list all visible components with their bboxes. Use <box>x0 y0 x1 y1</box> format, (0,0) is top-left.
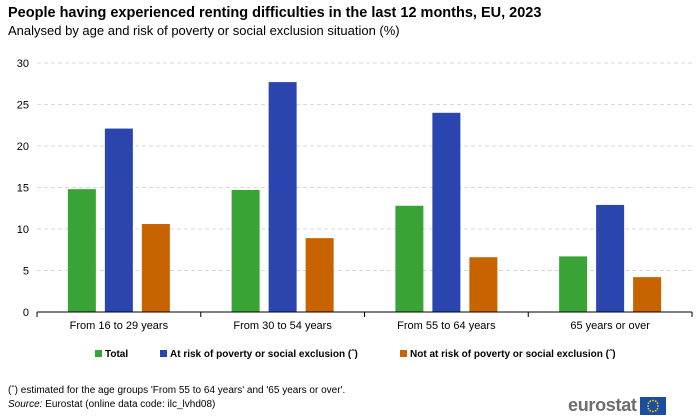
bar-0-0 <box>67 189 96 312</box>
footnote: (ˆ) estimated for the age groups 'From 5… <box>8 385 346 396</box>
logo-text: eurostat <box>568 395 637 415</box>
bar-0-3 <box>559 256 588 312</box>
x-tick-label: From 16 to 29 years <box>70 320 169 332</box>
bar-1-3 <box>596 204 625 312</box>
legend-swatch <box>160 350 167 357</box>
source-line: Source: Eurostat (online data code: ilc_… <box>8 399 215 410</box>
eu-flag-icon <box>639 396 666 415</box>
y-tick-label: 5 <box>23 266 29 278</box>
bar-0-1 <box>231 189 260 312</box>
y-tick-label: 15 <box>17 183 29 195</box>
x-tick-label: From 55 to 64 years <box>397 320 496 332</box>
chart-subtitle: Analysed by age and risk of poverty or s… <box>8 23 400 38</box>
bar-2-2 <box>469 257 498 312</box>
grid-lines <box>37 62 692 271</box>
y-tick-label: 10 <box>17 224 29 236</box>
x-axis-ticks: From 16 to 29 years From 30 to 54 years Fr… <box>70 320 651 332</box>
x-tick-label: From 30 to 54 years <box>233 320 332 332</box>
bar-chart: 0 5 10 15 20 25 30 From 16 to 29 years From 30 … <box>17 58 693 360</box>
legend-swatch <box>95 350 102 357</box>
legend-label: Total <box>105 349 128 360</box>
y-tick-label: 0 <box>23 307 29 319</box>
y-axis-ticks: 0 5 10 15 20 25 30 <box>17 58 29 319</box>
eurostat-logo: eurostat <box>568 395 666 416</box>
x-axis <box>36 311 693 317</box>
legend-label: Not at risk of poverty or social exclusi… <box>410 349 616 360</box>
bar-2-1 <box>305 238 334 312</box>
bar-0-2 <box>395 205 424 312</box>
chart-title: People having experienced renting diffic… <box>8 5 542 21</box>
bar-1-2 <box>432 112 461 312</box>
bars <box>67 82 662 312</box>
source-text: Eurostat (online data code: ilc_lvhd08) <box>42 399 216 410</box>
source-label: Source: <box>8 399 43 410</box>
bar-1-0 <box>104 128 133 312</box>
legend-swatch <box>400 350 407 357</box>
x-tick-label: 65 years or over <box>570 320 650 332</box>
legend: Total At risk of poverty or social exclus… <box>95 349 616 360</box>
bar-1-1 <box>268 82 297 312</box>
y-tick-label: 25 <box>17 100 29 112</box>
bar-2-0 <box>141 224 170 312</box>
legend-label: At risk of poverty or social exclusion (… <box>170 349 358 360</box>
y-tick-label: 20 <box>17 141 29 153</box>
y-tick-label: 30 <box>17 58 29 70</box>
bar-2-3 <box>633 277 662 312</box>
